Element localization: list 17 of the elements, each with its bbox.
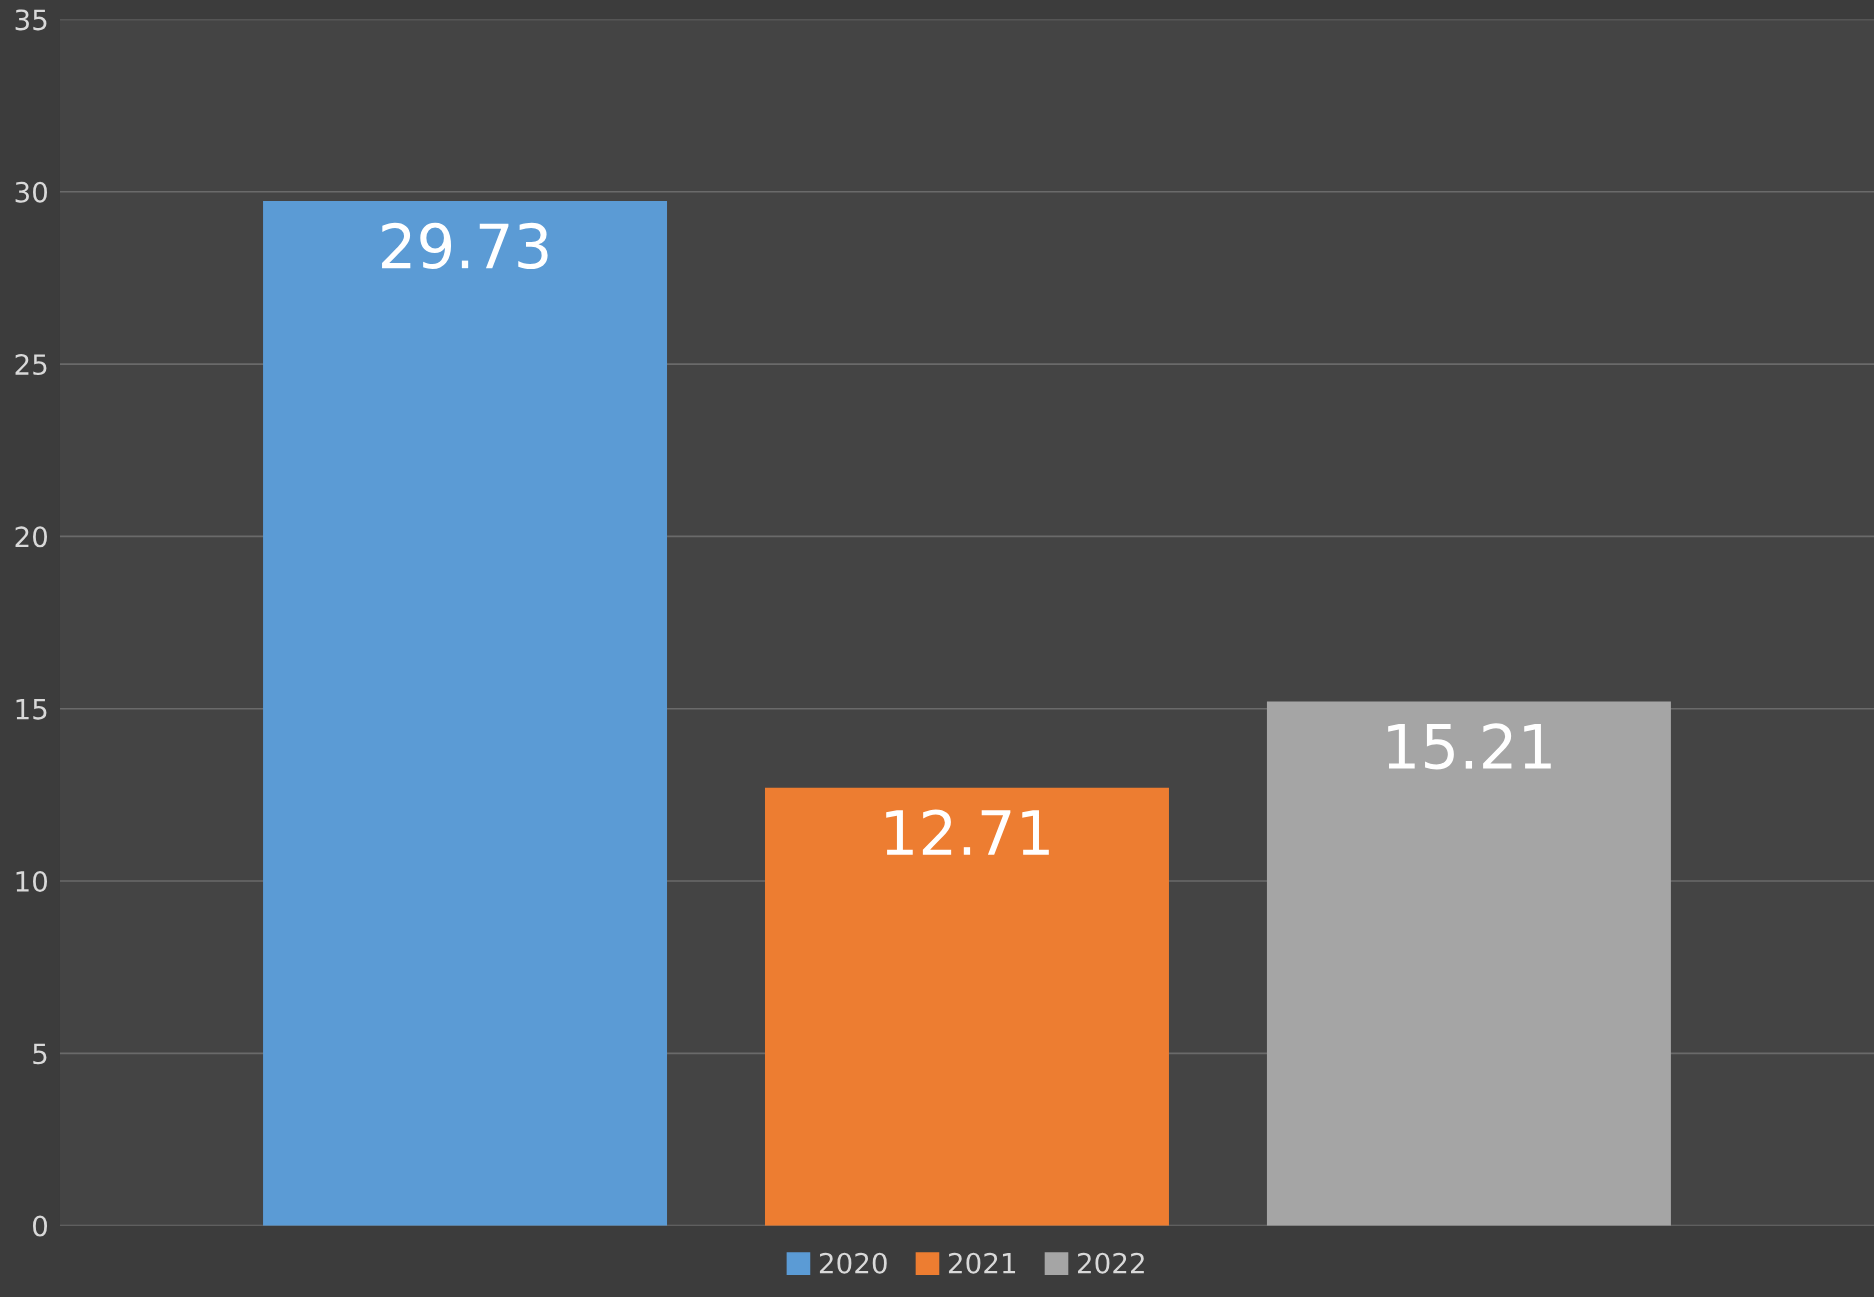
legend-label: 2020 bbox=[819, 1252, 887, 1274]
data-label: 29.73 bbox=[382, 222, 548, 270]
bar bbox=[263, 201, 668, 1226]
y-tick-label: 35 bbox=[15, 9, 47, 31]
y-tick-label: 10 bbox=[16, 870, 48, 892]
y-tick-label: 5 bbox=[33, 1043, 47, 1065]
data-label: 15.21 bbox=[1388, 723, 1551, 770]
y-tick-label: 20 bbox=[15, 526, 48, 548]
legend-label: 2021 bbox=[948, 1252, 1016, 1274]
legend-label: 2022 bbox=[1077, 1252, 1144, 1274]
y-tick-label: 0 bbox=[33, 1215, 48, 1237]
bar bbox=[764, 787, 1169, 1226]
data-label: 12.71 bbox=[886, 809, 1049, 855]
bar bbox=[1266, 701, 1671, 1226]
y-tick-label: 15 bbox=[16, 699, 47, 720]
y-tick-label: 25 bbox=[15, 354, 47, 376]
y-tick-label: 30 bbox=[15, 181, 48, 203]
